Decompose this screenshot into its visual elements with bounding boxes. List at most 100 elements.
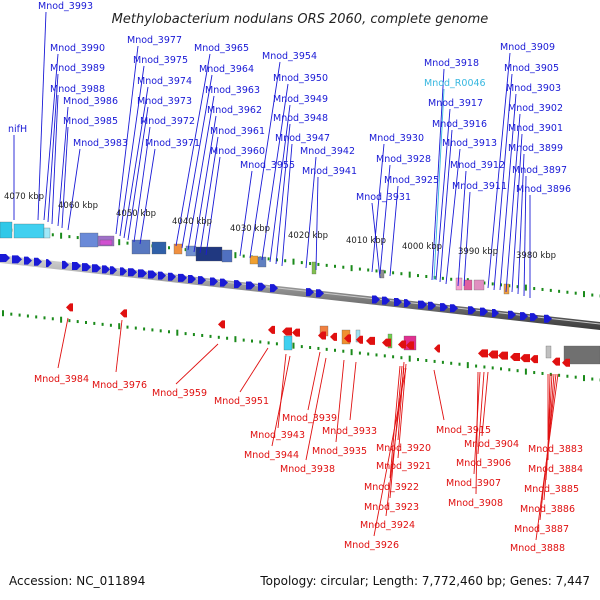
lower-tick: [143, 327, 146, 331]
forward-gene-arrow: [24, 256, 32, 265]
forward-gene-arrow: [372, 295, 380, 304]
reverse-gene-label: Mnod_3885: [524, 484, 579, 495]
lower-tick: [192, 333, 195, 337]
kbp-label: 3980 kbp: [516, 251, 556, 261]
upper-tick: [450, 277, 453, 281]
lower-tick: [433, 359, 436, 363]
upper-tick: [574, 291, 577, 295]
upper-tick: [549, 288, 552, 292]
forward-gene-label-leader: [505, 113, 521, 293]
forward-gene-label-leader: [37, 11, 47, 221]
upper-tick: [400, 272, 403, 276]
reverse-gene-label: Mnod_3920: [376, 443, 431, 454]
forward-gene-label: Mnod_3990: [50, 43, 105, 54]
lower-tick: [184, 332, 187, 336]
lower-tick: [558, 373, 561, 377]
lower-tick: [458, 362, 461, 366]
lower-tick: [334, 348, 336, 352]
kbp-label: 4010 kbp: [346, 236, 386, 246]
forward-gene-label: Mnod_3960: [210, 146, 265, 157]
forward-gene-label: Mnod_3931: [356, 192, 411, 203]
reverse-gene-label-leader: [277, 353, 287, 429]
reverse-gene-arrow: [66, 303, 73, 312]
forward-gene-label-leader: [305, 156, 317, 269]
reverse-gene-label-leader: [307, 351, 321, 411]
forward-gene-label-leader: [133, 126, 151, 243]
gene-labels: Mnod_3993Mnod_3990Mnod_3989Mnod_3988Mnod…: [8, 1, 583, 554]
coordinate-ticks: [2, 226, 600, 382]
forward-gene-label: Mnod_3896: [516, 184, 571, 195]
feature-block: [473, 279, 485, 291]
lower-tick: [417, 358, 419, 362]
forward-gene-label-leader: [281, 143, 293, 267]
lower-tick: [583, 375, 585, 382]
forward-gene-arrow: [520, 312, 528, 321]
forward-gene-arrow: [258, 282, 266, 291]
reverse-gene-arrow: [510, 352, 520, 361]
lower-tick: [201, 333, 204, 337]
reverse-gene-arrow: [344, 334, 351, 343]
forward-gene-label: Mnod_3975: [133, 55, 188, 66]
reverse-gene-label: Mnod_3935: [312, 446, 367, 457]
lower-tick: [109, 323, 112, 327]
forward-gene-label: Mnod_3965: [194, 43, 249, 54]
forward-gene-label: Mnod_3988: [50, 84, 105, 95]
reverse-gene-label-leader: [239, 347, 269, 393]
reverse-gene-label: Mnod_3888: [510, 543, 565, 554]
kbp-label: 4060 kbp: [58, 201, 98, 211]
reverse-gene-arrow: [530, 355, 538, 364]
forward-gene-label-leader: [51, 94, 59, 225]
forward-gene-arrow: [102, 265, 110, 274]
feature-block: [173, 243, 183, 255]
upper-tick: [309, 262, 312, 266]
reverse-gene-label: Mnod_3943: [250, 430, 305, 441]
kbp-scale: 4070 kbp 4060 kbp 4050 kbp 4040 kbp 4030 kbp…: [4, 192, 556, 261]
forward-gene-arrow: [138, 269, 147, 278]
forward-gene-label-leader: [119, 65, 145, 237]
forward-gene-label: Mnod_3909: [500, 42, 555, 53]
reverse-gene-label-leader: [175, 343, 219, 385]
accession-text: Accession: NC_011894: [9, 574, 146, 588]
feature-block: [0, 221, 13, 239]
reverse-gene-label: Mnod_3933: [322, 426, 377, 437]
feature-block: [195, 246, 223, 262]
kbp-label: 4040 kbp: [172, 217, 212, 227]
reverse-gene-label-leader: [481, 371, 489, 437]
forward-gene-label-leader: [517, 153, 525, 295]
lower-tick: [217, 335, 220, 339]
reverse-gene-arrow: [330, 332, 337, 341]
reverse-gene-label: Mnod_3908: [448, 498, 503, 509]
upper-tick: [524, 284, 527, 291]
upper-tick: [234, 252, 237, 259]
reverse-gene-arrow: [406, 341, 414, 350]
lower-tick: [126, 325, 129, 329]
label-leader-lines: [13, 11, 559, 541]
forward-gene-label: Mnod_3947: [275, 133, 330, 144]
reverse-gene-arrow: [318, 331, 326, 340]
upper-tick: [441, 276, 444, 280]
forward-gene-label-leader: [57, 106, 69, 227]
forward-gene-arrow: [72, 262, 81, 271]
lower-tick: [392, 355, 395, 359]
reverse-gene-label: Mnod_3906: [456, 458, 511, 469]
lower-tick: [441, 360, 444, 364]
rna-gene-label-leader: [433, 88, 445, 281]
reverse-gene-arrow: [268, 325, 275, 334]
reverse-gene-label: Mnod_3944: [244, 450, 299, 461]
forward-gene-label: Mnod_3964: [199, 64, 254, 75]
forward-gene-label-leader: [315, 176, 319, 271]
lower-tick: [2, 310, 4, 317]
upper-tick: [591, 293, 594, 297]
forward-gene-label-leader: [205, 156, 221, 256]
forward-gene-label: Mnod_3989: [50, 63, 105, 74]
upper-tick: [325, 263, 328, 267]
reverse-gene-arrow: [356, 335, 363, 344]
lower-tick: [159, 329, 162, 333]
forward-gene-label: Mnod_3983: [73, 138, 128, 149]
feature-block: [99, 239, 113, 246]
forward-gene-arrow: [450, 304, 458, 313]
reverse-gene-arrow: [366, 336, 375, 345]
lower-tick: [209, 334, 212, 338]
lower-tick: [35, 315, 38, 319]
upper-tick: [516, 285, 519, 289]
